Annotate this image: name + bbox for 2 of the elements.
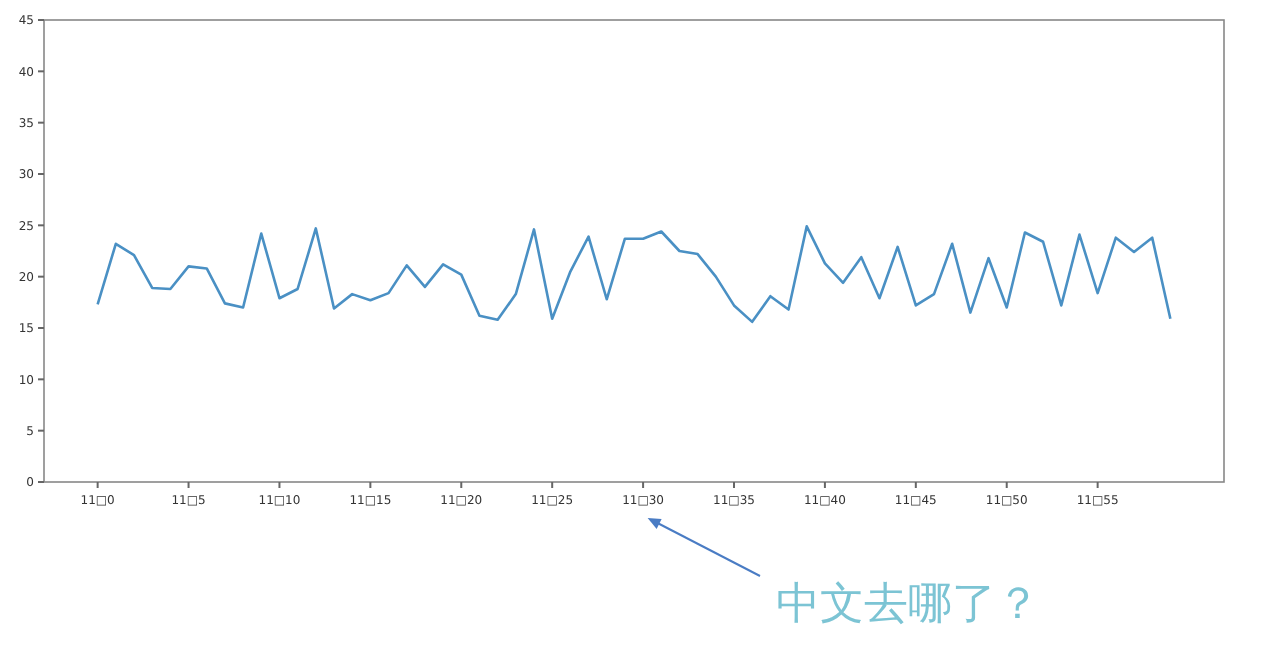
text: 中文去哪了？ (776, 580, 1040, 630)
line-series (96, 225, 1172, 324)
